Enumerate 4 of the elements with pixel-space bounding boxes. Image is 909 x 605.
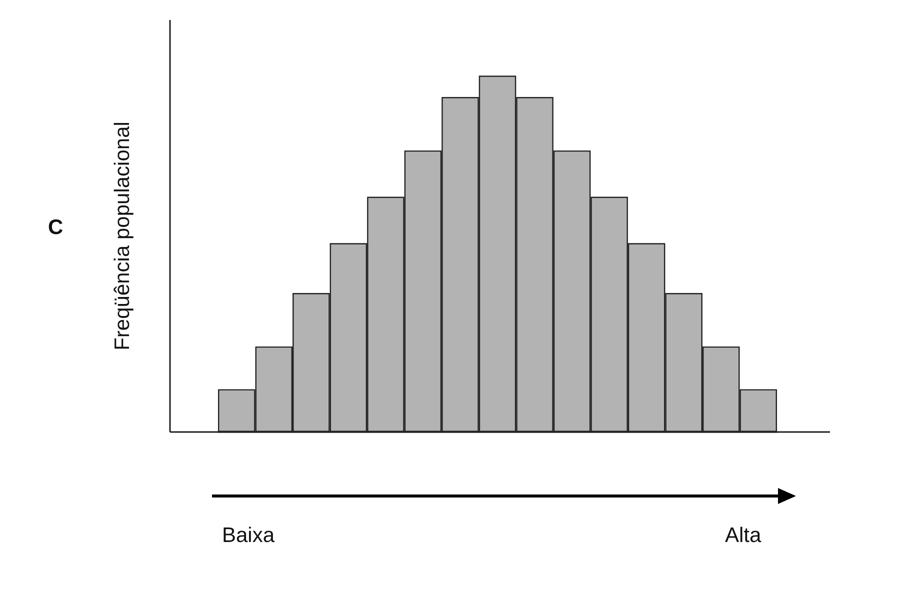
y-axis-title: Freqüência populacional [111,122,134,350]
text: Baixa [222,524,275,548]
text: C [48,216,64,240]
text: Alta [725,524,762,548]
